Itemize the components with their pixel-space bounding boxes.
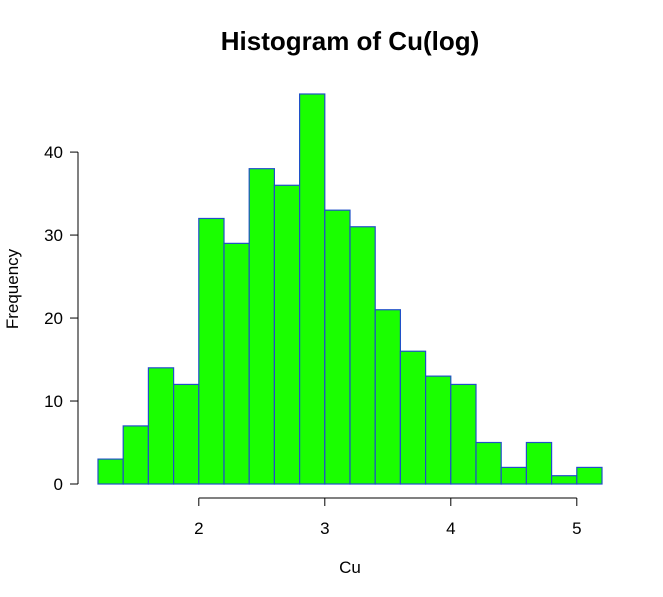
y-tick-label: 0 (54, 475, 63, 494)
histogram-bar (248, 168, 275, 485)
y-tick-label: 30 (44, 226, 63, 245)
x-tick-label: 4 (446, 519, 455, 538)
histogram-bar (525, 441, 553, 485)
histogram-bar (450, 383, 477, 485)
y-tick-label: 40 (44, 143, 63, 162)
y-axis: 0 10 20 30 40 (44, 143, 79, 494)
y-axis-label: Frequency (3, 248, 22, 329)
histogram-bar (147, 367, 175, 485)
histogram-bar (173, 383, 200, 485)
y-tick-label: 20 (44, 309, 63, 328)
x-tick-label: 5 (572, 519, 581, 538)
x-tick-label: 3 (320, 519, 329, 538)
x-axis: 2 3 4 5 (194, 497, 582, 538)
histogram-bar (349, 226, 376, 485)
histogram-bar (374, 309, 402, 485)
histogram-bar (122, 425, 149, 485)
x-axis-label: Cu (339, 558, 361, 577)
x-tick-label: 2 (194, 519, 203, 538)
histogram-bar (550, 475, 578, 485)
bars-group (97, 93, 603, 485)
histogram-bar (500, 466, 528, 485)
histogram-bar (425, 375, 452, 485)
y-tick-label: 10 (44, 392, 63, 411)
histogram-bar (223, 242, 250, 485)
histogram-bar (576, 466, 603, 485)
histogram-bar (299, 93, 326, 485)
histogram-bar (273, 184, 301, 485)
histogram-bar (324, 209, 351, 485)
histogram-bar (198, 217, 225, 485)
chart-title: Histogram of Cu(log) (221, 26, 480, 56)
histogram-bar (475, 441, 502, 485)
histogram-bar (399, 350, 427, 485)
histogram-bar (97, 458, 124, 485)
